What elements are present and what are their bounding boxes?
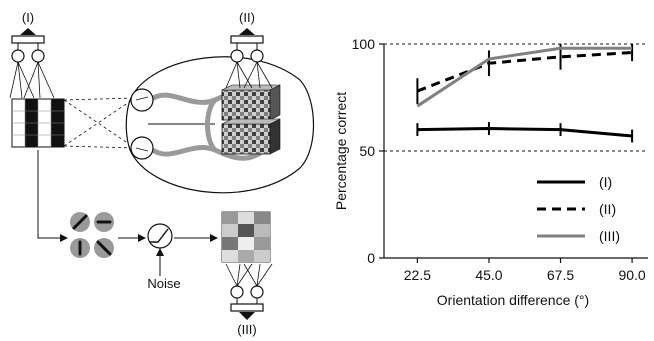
noise-label: Noise bbox=[147, 276, 180, 291]
x-tick-label: 67.5 bbox=[547, 267, 574, 283]
label-III: (III) bbox=[237, 322, 257, 337]
eye-icon bbox=[130, 136, 154, 160]
output-grid bbox=[221, 211, 271, 263]
brain-illustration bbox=[125, 56, 314, 194]
y-axis-label: Percentage correct bbox=[333, 92, 349, 210]
arrow-right-icon bbox=[138, 234, 146, 242]
label-II: (II) bbox=[239, 10, 255, 25]
performance-chart: Percentage correct Orientation differenc… bbox=[333, 36, 648, 308]
x-axis-label: Orientation difference (°) bbox=[437, 292, 589, 308]
cortex-grid-lower bbox=[221, 118, 281, 155]
series-line-1 bbox=[417, 127, 633, 138]
arrow-up-icon bbox=[20, 28, 36, 35]
neuron-icon bbox=[230, 49, 244, 63]
stimulus-grating bbox=[11, 98, 65, 148]
filter-bank bbox=[70, 212, 114, 258]
arrow-right-icon bbox=[210, 234, 218, 242]
neuron-icon bbox=[11, 49, 25, 63]
readout-I: (I) bbox=[9, 10, 55, 99]
readout-II: (II) bbox=[225, 10, 273, 89]
series-line-3 bbox=[416, 46, 633, 108]
y-tick-label: 50 bbox=[359, 143, 375, 159]
y-tick-label: 100 bbox=[352, 36, 376, 52]
nonlinearity-icon bbox=[147, 223, 173, 249]
eye-icon bbox=[130, 88, 154, 112]
series-line-2 bbox=[416, 51, 633, 93]
neuron-icon bbox=[250, 49, 264, 63]
x-tick-label: 22.5 bbox=[404, 267, 431, 283]
legend-label: (I) bbox=[599, 174, 612, 190]
legend-label: (II) bbox=[599, 201, 616, 217]
y-tick-label: 0 bbox=[367, 250, 375, 266]
label-I: (I) bbox=[22, 10, 34, 25]
readout-III: (III) bbox=[225, 263, 273, 337]
arrow-right-icon bbox=[60, 234, 68, 242]
x-tick-label: 90.0 bbox=[618, 267, 645, 283]
x-tick-label: 45.0 bbox=[475, 267, 502, 283]
cortex-grid-upper bbox=[221, 84, 281, 121]
model-diagram: (I) bbox=[9, 10, 314, 337]
neuron-icon bbox=[31, 49, 45, 63]
model-III-pathway: Noise bbox=[37, 150, 271, 291]
legend-label: (III) bbox=[599, 228, 620, 244]
arrow-up-icon bbox=[156, 248, 164, 256]
arrow-down-icon bbox=[239, 312, 255, 320]
neuron-icon bbox=[230, 285, 244, 299]
arrow-up-icon bbox=[239, 28, 255, 35]
neuron-icon bbox=[250, 285, 264, 299]
